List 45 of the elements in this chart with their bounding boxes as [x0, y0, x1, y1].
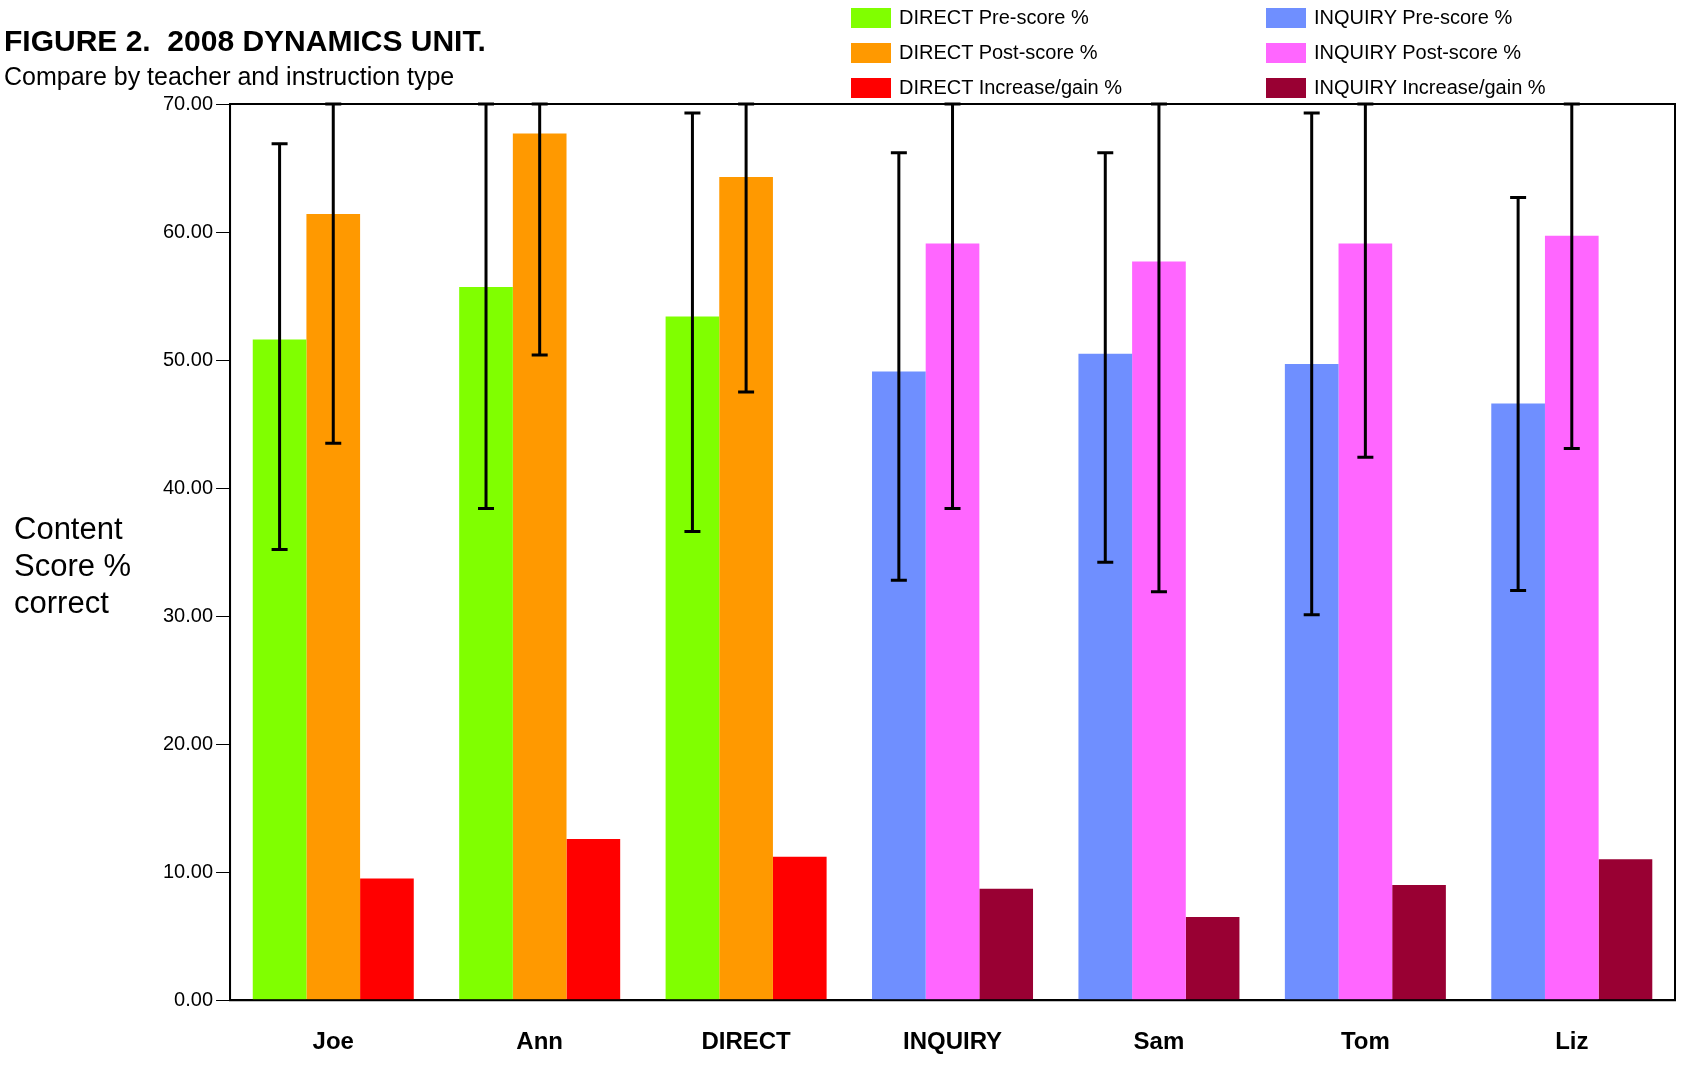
legend-label: INQUIRY Pre-score %: [1314, 6, 1513, 29]
legend-label: DIRECT Post-score %: [899, 41, 1098, 64]
bar: [1491, 403, 1545, 1000]
bar: [1185, 916, 1240, 1000]
x-tick-label: Tom: [1340, 1027, 1390, 1055]
bar: [979, 888, 1034, 1000]
bar: [1598, 859, 1653, 1000]
y-tick-label: 30.00: [162, 603, 214, 626]
bar: [459, 287, 513, 1000]
y-tick-label: 50.00: [162, 347, 214, 370]
y-tick-label: 60.00: [162, 219, 214, 242]
legend-label: DIRECT Increase/gain %: [899, 76, 1123, 99]
bar: [872, 371, 926, 1000]
x-tick-label: Sam: [1133, 1027, 1185, 1055]
chart-title: FIGURE 2. 2008 DYNAMICS UNIT.: [4, 24, 486, 58]
y-tick-label: 70.00: [162, 91, 214, 114]
legend-label: INQUIRY Increase/gain %: [1314, 76, 1546, 99]
bar: [925, 243, 980, 1000]
bar: [306, 214, 361, 1000]
bar: [252, 339, 307, 1000]
bar: [1078, 353, 1133, 1000]
x-tick-label: Liz: [1555, 1027, 1589, 1055]
y-tick-label: 40.00: [162, 475, 214, 498]
bar: [360, 878, 414, 1000]
bar: [1392, 884, 1446, 1000]
bar: [719, 176, 773, 1000]
bar: [1284, 363, 1339, 1000]
legend-label: INQUIRY Post-score %: [1314, 41, 1522, 64]
x-tick-label: DIRECT: [701, 1027, 792, 1055]
chart-subtitle: Compare by teacher and instruction type: [4, 62, 455, 91]
y-tick-label: 10.00: [162, 859, 214, 882]
bar: [1132, 261, 1186, 1000]
x-tick-label: Ann: [516, 1027, 564, 1055]
y-axis-title: Content Score % correct: [14, 511, 132, 620]
bar: [665, 316, 720, 1000]
x-tick-label: Joe: [312, 1027, 354, 1055]
bar: [1338, 243, 1393, 1000]
bar: [1544, 235, 1599, 1000]
y-tick-label: 20.00: [162, 731, 214, 754]
bar: [566, 838, 621, 1000]
bar: [512, 133, 567, 1000]
bar: [772, 856, 827, 1000]
legend-label: DIRECT Pre-score %: [899, 6, 1089, 29]
x-tick-label: INQUIRY: [902, 1027, 1003, 1055]
y-tick-label: 0.00: [174, 987, 214, 1010]
